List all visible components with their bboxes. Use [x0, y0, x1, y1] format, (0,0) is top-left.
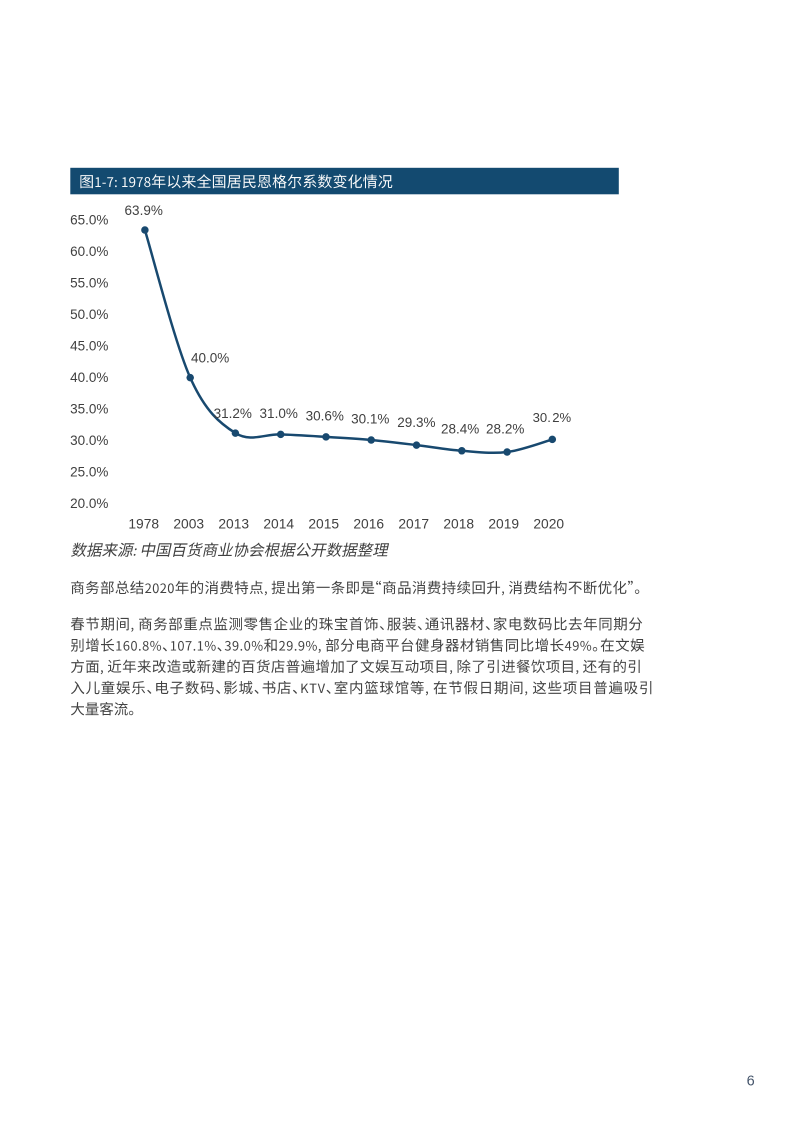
svg-text:25.0%: 25.0% [70, 465, 108, 480]
svg-text:50.0%: 50.0% [70, 307, 108, 322]
svg-text:2018: 2018 [443, 517, 474, 532]
svg-text:2017: 2017 [398, 517, 429, 532]
svg-text:63.9%: 63.9% [125, 203, 163, 218]
svg-text:2016: 2016 [353, 517, 384, 532]
svg-text:2019: 2019 [488, 517, 519, 532]
svg-text:2015: 2015 [308, 517, 339, 532]
svg-text:31.0%: 31.0% [260, 406, 298, 421]
svg-text:30.6%: 30.6% [306, 409, 344, 424]
svg-text:35.0%: 35.0% [70, 401, 108, 416]
svg-text:6: 6 [747, 1073, 755, 1089]
svg-text:40.0%: 40.0% [191, 351, 229, 366]
svg-text:2014: 2014 [263, 517, 294, 532]
svg-text:2013: 2013 [218, 517, 249, 532]
svg-text:40.0%: 40.0% [70, 370, 108, 385]
svg-text:65.0%: 65.0% [70, 212, 108, 227]
svg-text:1978: 1978 [128, 517, 159, 532]
svg-text:31.2%: 31.2% [214, 406, 252, 421]
svg-text:20.0%: 20.0% [70, 496, 108, 511]
svg-text:2003: 2003 [173, 517, 204, 532]
svg-text:30.1%: 30.1% [351, 411, 389, 426]
svg-text:29.3%: 29.3% [397, 415, 435, 430]
svg-text:45.0%: 45.0% [70, 338, 108, 353]
svg-text:28.2%: 28.2% [486, 422, 524, 437]
svg-text:30.0%: 30.0% [70, 433, 108, 448]
svg-text:28.4%: 28.4% [441, 422, 479, 437]
svg-text:30.2%: 30.2% [533, 410, 572, 425]
svg-text:2020: 2020 [533, 517, 564, 532]
svg-text:55.0%: 55.0% [70, 275, 108, 290]
svg-text:60.0%: 60.0% [70, 244, 108, 259]
